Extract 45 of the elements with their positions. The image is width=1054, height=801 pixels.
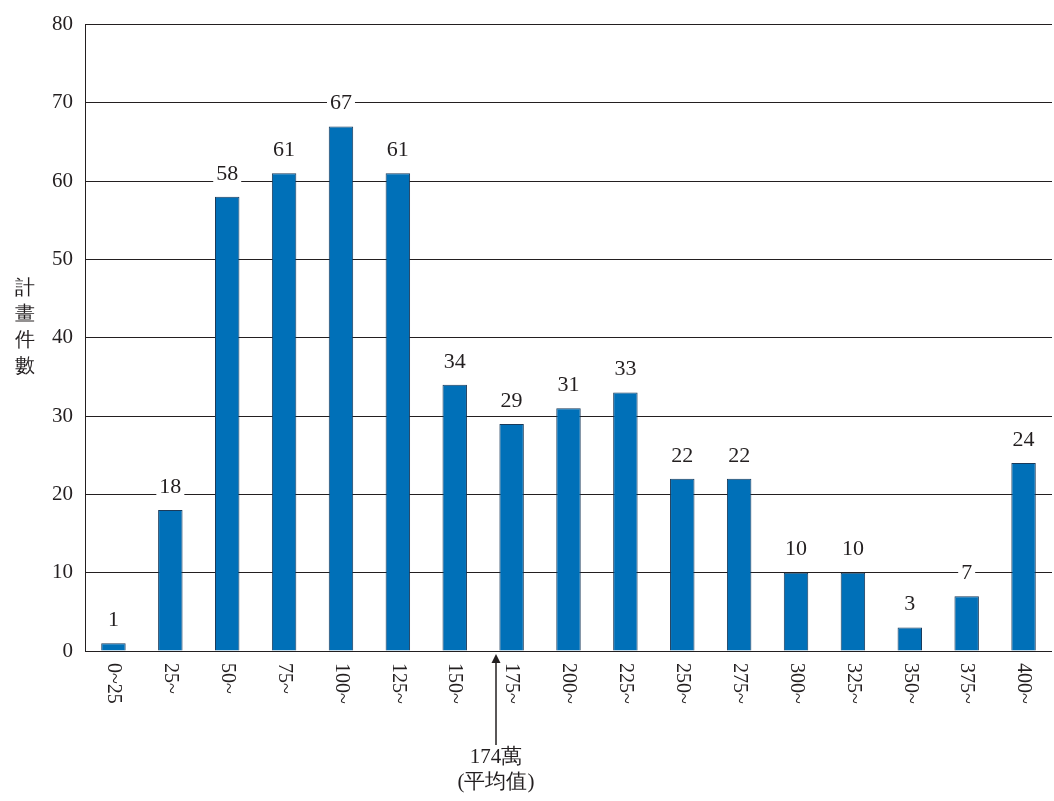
y-tick-label: 40 — [52, 324, 73, 349]
x-tick-label: 175~ — [502, 663, 525, 704]
data-label: 31 — [557, 371, 580, 397]
x-tick-label: 100~ — [331, 663, 354, 704]
y-tick-label: 50 — [52, 246, 73, 271]
x-tick-label: 50~ — [217, 663, 240, 694]
data-label: 10 — [785, 535, 808, 561]
data-label: 22 — [728, 441, 751, 467]
x-tick-label: 250~ — [673, 663, 696, 704]
x-tick-label: 325~ — [843, 663, 866, 704]
x-tick-label: 375~ — [957, 663, 980, 704]
y-tick-label: 0 — [62, 637, 73, 662]
data-label: 1 — [107, 605, 119, 631]
y-tick-label: 10 — [52, 559, 73, 584]
data-label: 24 — [1012, 425, 1035, 451]
data-label: 58 — [216, 159, 239, 185]
y-tick-label: 80 — [52, 11, 73, 36]
x-tick-label: 300~ — [786, 663, 809, 704]
y-tick-label: 20 — [52, 480, 73, 505]
x-tick-label: 0~25 — [104, 663, 127, 704]
y-tick-label: 60 — [52, 167, 73, 192]
x-tick-label: 350~ — [900, 663, 923, 704]
y-axis-title: 計畫件數 — [15, 275, 35, 377]
data-label: 18 — [159, 472, 182, 498]
data-label: 29 — [500, 386, 523, 412]
data-label: 61 — [273, 136, 296, 162]
x-tick-label: 225~ — [616, 663, 639, 704]
x-tick-label: 275~ — [729, 663, 752, 704]
data-label: 22 — [671, 441, 694, 467]
x-tick-label: 125~ — [388, 663, 411, 704]
data-label: 3 — [904, 590, 916, 616]
data-label: 33 — [614, 355, 637, 381]
data-label: 7 — [961, 558, 973, 584]
data-label: 10 — [841, 535, 864, 561]
data-label: 61 — [386, 136, 409, 162]
x-tick-label: 400~ — [1014, 663, 1037, 704]
x-tick-label: 150~ — [445, 663, 468, 704]
y-tick-label: 70 — [52, 89, 73, 114]
text: 174萬 (平均值) — [457, 744, 535, 794]
x-tick-label: 200~ — [559, 663, 582, 704]
data-label: 67 — [329, 89, 352, 115]
x-tick-label: 25~ — [161, 663, 184, 694]
y-tick-label: 30 — [52, 402, 73, 427]
x-tick-label: 75~ — [274, 663, 297, 694]
data-label: 34 — [443, 347, 466, 373]
